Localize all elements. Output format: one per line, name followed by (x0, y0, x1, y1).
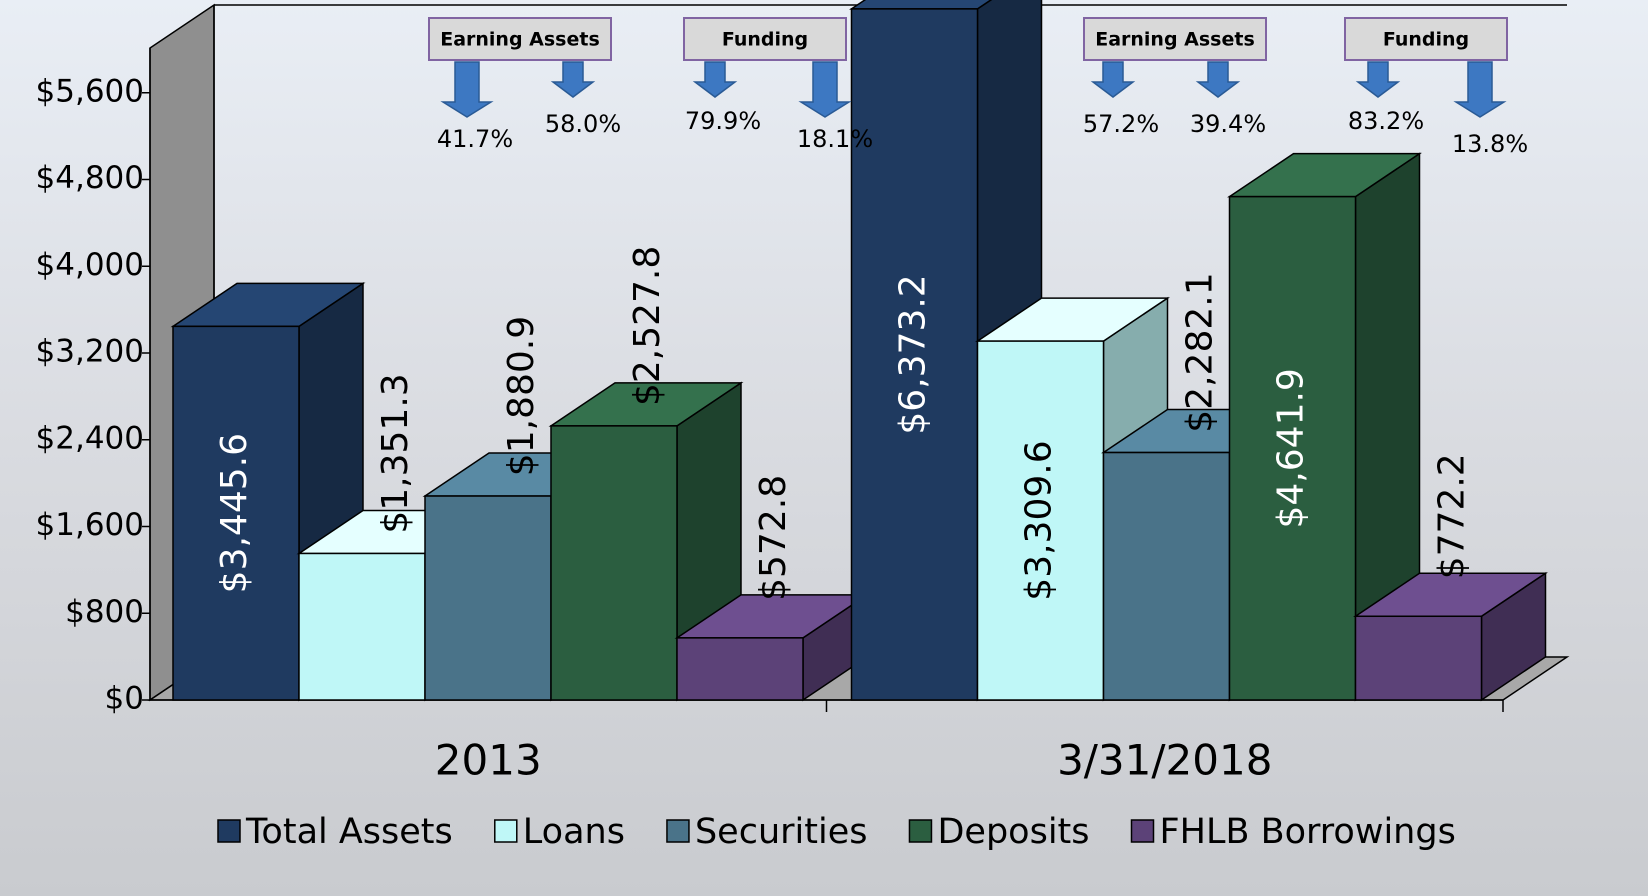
legend-swatch (908, 819, 933, 843)
bar (850, 8, 979, 701)
annotation-box (1083, 17, 1267, 61)
bar (676, 637, 804, 701)
annotation-arrow (550, 61, 596, 98)
bar (976, 340, 1105, 701)
y-tick-label: $5,600 (36, 73, 144, 109)
bar (1228, 195, 1357, 701)
value-label: $2,527.8 (627, 246, 668, 406)
annotation-arrow (440, 61, 494, 118)
annotation-value: 57.2% (1083, 110, 1159, 138)
annotation-arrow (692, 61, 738, 98)
annotation-box (1344, 17, 1508, 61)
y-tick-label: $4,000 (36, 247, 144, 283)
legend-label: Deposits (937, 812, 1089, 852)
y-tick-label: $3,200 (36, 334, 144, 370)
x-tick-label: 2013 (435, 736, 542, 785)
legend-swatch (666, 819, 690, 843)
bar (1102, 451, 1231, 701)
annotation-value: 79.9% (685, 107, 761, 135)
annotation-value: 13.8% (1452, 130, 1528, 158)
annotation-value: 83.2% (1348, 107, 1424, 135)
annotation-value: 58.0% (545, 110, 621, 138)
annotation-title: Funding (1383, 29, 1469, 51)
annotation-arrow (1195, 61, 1241, 98)
value-label: $3,445.6 (214, 433, 255, 593)
annotation-arrow (1355, 61, 1401, 98)
value-label: $772.2 (1432, 453, 1473, 579)
legend-label: Total Assets (245, 812, 453, 852)
annotation-title: Funding (722, 29, 808, 51)
legend-label: Loans (523, 812, 625, 852)
value-label: $2,282.1 (1180, 272, 1221, 432)
legend-swatch (217, 819, 241, 843)
bar (172, 325, 300, 701)
annotation-value: 18.1% (797, 125, 873, 153)
bar (550, 425, 678, 701)
bar (1354, 615, 1483, 701)
value-label: $572.8 (753, 475, 794, 601)
annotation-title: Earning Assets (1095, 29, 1255, 51)
annotation-arrow (798, 61, 852, 118)
annotation-value: 41.7% (437, 125, 513, 153)
y-tick-label: $4,800 (36, 160, 144, 196)
bar (424, 495, 552, 701)
y-tick-label: $1,600 (36, 507, 144, 543)
y-tick-label: $0 (105, 681, 144, 717)
value-label: $1,351.3 (375, 373, 416, 533)
legend-swatch (494, 819, 518, 843)
annotation-value: 39.4% (1190, 110, 1266, 138)
annotation-box (428, 17, 612, 61)
bar (298, 552, 426, 701)
legend-label: Securities (695, 812, 868, 852)
annotation-arrow (1090, 61, 1136, 98)
y-tick-label: $800 (65, 594, 144, 630)
legend-swatch (1130, 819, 1155, 843)
annotation-arrow (1453, 61, 1507, 118)
value-label: $4,641.9 (1271, 368, 1312, 528)
value-label: $3,309.6 (1019, 440, 1060, 600)
annotation-title: Earning Assets (440, 29, 600, 51)
value-label: $6,373.2 (893, 274, 934, 434)
value-label: $1,880.9 (501, 316, 542, 476)
annotation-box (683, 17, 847, 61)
y-tick-label: $2,400 (36, 420, 144, 456)
x-tick-label: 3/31/2018 (1057, 736, 1272, 785)
legend-label: FHLB Borrowings (1160, 812, 1456, 852)
